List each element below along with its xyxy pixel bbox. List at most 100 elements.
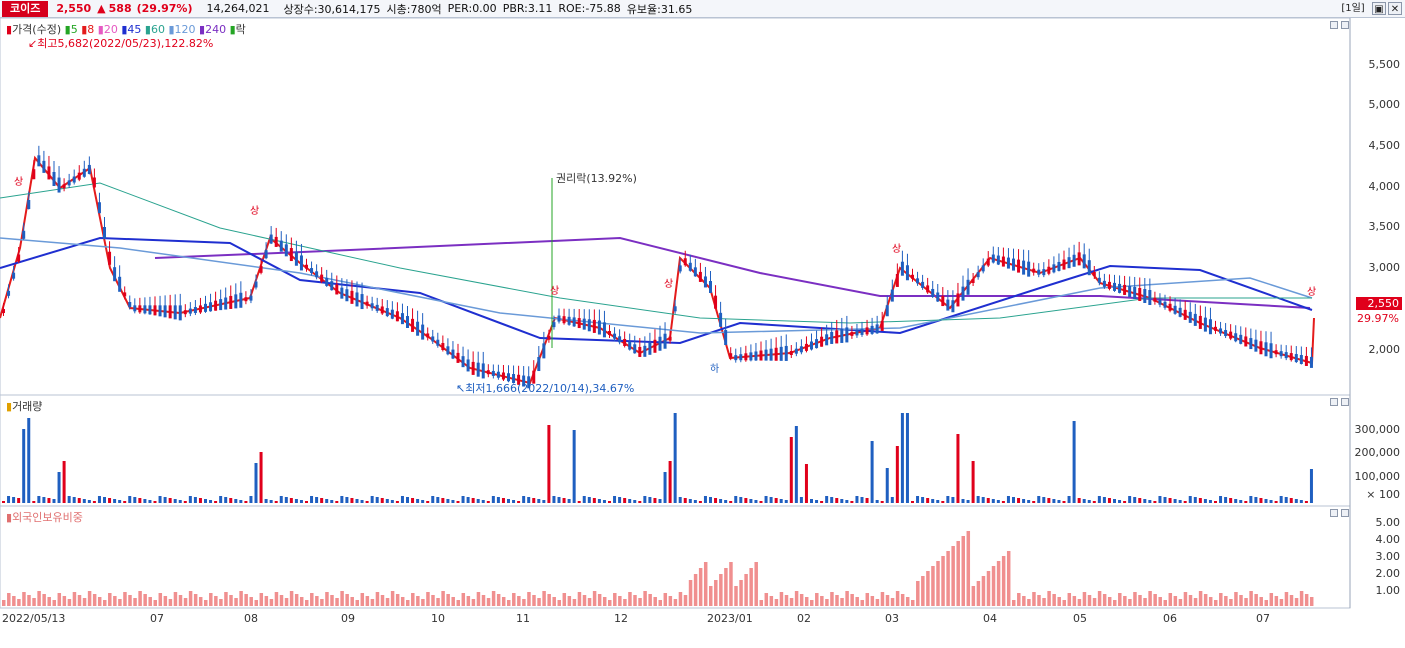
volume-bar bbox=[1284, 497, 1288, 503]
foreign-bar bbox=[804, 597, 809, 606]
volume-bar bbox=[658, 499, 662, 503]
foreign-bar bbox=[97, 597, 102, 606]
foreign-bar bbox=[310, 593, 314, 606]
foreign-bar bbox=[411, 593, 415, 606]
close-icon[interactable]: ✕ bbox=[1388, 2, 1402, 15]
upper-limit-marker: 상 bbox=[250, 206, 260, 217]
volume-bar bbox=[916, 496, 920, 503]
candle-body bbox=[491, 370, 495, 376]
panel-minimize-icon[interactable] bbox=[1330, 509, 1338, 517]
foreign-bar bbox=[1113, 600, 1117, 606]
volume-bar bbox=[951, 497, 955, 503]
candle-body bbox=[17, 254, 21, 262]
foreign-bar bbox=[57, 593, 62, 606]
foreign-bar bbox=[264, 596, 269, 606]
foreign-bar bbox=[22, 592, 26, 606]
foreign-bar bbox=[774, 599, 779, 606]
panel-close-icon[interactable] bbox=[1341, 398, 1349, 406]
price-axis-tick: 4,000 bbox=[1368, 180, 1401, 193]
volume-bar bbox=[209, 500, 213, 503]
volume-bar bbox=[885, 468, 889, 503]
volume-bar bbox=[350, 498, 354, 503]
price-axis-tick: 5,500 bbox=[1368, 58, 1401, 71]
candle-body bbox=[936, 292, 940, 302]
foreign-bar bbox=[188, 591, 193, 606]
candle-body bbox=[426, 333, 430, 338]
volume-bar bbox=[890, 497, 894, 503]
foreign-bar bbox=[178, 595, 183, 606]
foreign-bar bbox=[274, 592, 279, 606]
foreign-bar bbox=[744, 574, 748, 606]
panel-close-icon[interactable] bbox=[1341, 509, 1349, 517]
volume-bar bbox=[1042, 497, 1046, 503]
volume-bar bbox=[1017, 498, 1021, 503]
volume-bar bbox=[375, 497, 379, 503]
volume-bar bbox=[416, 499, 420, 503]
candle-body bbox=[1027, 261, 1031, 277]
volume-axis-tick: 300,000 bbox=[1354, 423, 1401, 436]
volume-bar bbox=[92, 501, 96, 503]
foreign-bar bbox=[481, 595, 486, 606]
volume-bar bbox=[1113, 499, 1116, 503]
foreign-bar bbox=[1062, 600, 1066, 606]
candle-body bbox=[698, 271, 702, 282]
candle-body bbox=[1264, 342, 1268, 357]
stock-chart[interactable] bbox=[0, 18, 1405, 648]
volume-bar bbox=[1229, 498, 1233, 503]
volume-bar bbox=[966, 500, 970, 503]
volume-bar bbox=[936, 500, 940, 503]
foreign-bar bbox=[1072, 596, 1077, 606]
foreign-bar bbox=[1148, 591, 1152, 606]
candle-body bbox=[406, 316, 409, 328]
foreign-bar bbox=[764, 593, 769, 606]
volume-bar bbox=[163, 497, 167, 503]
foreign-bar bbox=[1264, 600, 1268, 606]
stock-name-badge[interactable]: 코이즈 bbox=[2, 0, 49, 17]
candle-body bbox=[466, 359, 470, 372]
candle-body bbox=[188, 308, 192, 314]
volume-bar bbox=[77, 498, 81, 503]
volume-bar bbox=[557, 497, 561, 503]
ma-legend-label: 120 bbox=[174, 23, 200, 36]
foreign-bar bbox=[648, 594, 652, 606]
panel-minimize-icon[interactable] bbox=[1330, 21, 1338, 29]
volume-bar bbox=[663, 472, 667, 503]
volume-bar bbox=[148, 500, 152, 503]
foreign-bar bbox=[532, 595, 536, 606]
foreign-bar bbox=[572, 599, 577, 606]
foreign-bar bbox=[815, 593, 819, 606]
ma60-line bbox=[0, 182, 1312, 324]
candle-body bbox=[522, 375, 526, 387]
candle-body bbox=[133, 305, 137, 312]
volume-bar bbox=[2, 501, 5, 503]
volume-bar bbox=[1304, 501, 1308, 503]
candle-body bbox=[400, 313, 404, 325]
volume-bar bbox=[517, 501, 521, 503]
candle-body bbox=[163, 305, 167, 318]
foreign-bar bbox=[1158, 597, 1162, 606]
volume-bar bbox=[481, 500, 485, 503]
foreign-bar bbox=[613, 593, 617, 606]
foreign-bar bbox=[501, 597, 506, 606]
volume-bar bbox=[355, 499, 359, 503]
volume-bar bbox=[552, 496, 556, 503]
volume-bar bbox=[709, 497, 712, 503]
panel-close-icon[interactable] bbox=[1341, 21, 1349, 29]
panel-minimize-icon[interactable] bbox=[1330, 398, 1338, 406]
candle-body bbox=[1138, 287, 1142, 301]
candle-body bbox=[946, 299, 950, 311]
volume-bar bbox=[865, 498, 869, 503]
volume-bar bbox=[1107, 498, 1111, 503]
volume-bar bbox=[471, 498, 475, 503]
period-button[interactable]: [1일] bbox=[1341, 3, 1365, 14]
candle-body bbox=[320, 274, 324, 282]
foreign-bar bbox=[860, 600, 864, 606]
foreign-bar bbox=[986, 571, 991, 606]
foreign-bar bbox=[668, 596, 673, 606]
candle-body bbox=[97, 202, 101, 214]
volume-bar bbox=[57, 472, 61, 503]
candle-body bbox=[1234, 333, 1238, 342]
restore-icon[interactable]: ▣ bbox=[1372, 2, 1386, 15]
candle-body bbox=[82, 168, 86, 177]
volume-bar bbox=[774, 498, 778, 503]
